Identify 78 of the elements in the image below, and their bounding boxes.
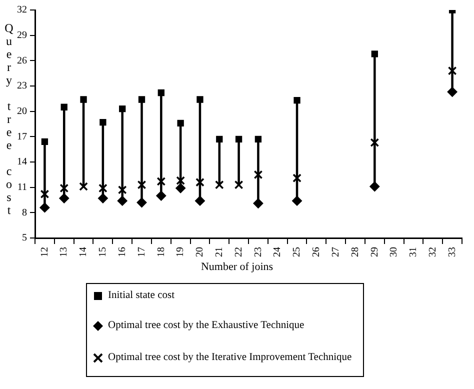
- x-tick-label: 28: [350, 247, 361, 257]
- y-tick-label: 29: [17, 30, 27, 41]
- point: [156, 176, 166, 186]
- x-tick-label: 14: [78, 247, 90, 257]
- y-tick-label: 11: [17, 182, 27, 193]
- y-tick-label: 14: [17, 156, 27, 168]
- x-tick-label: 19: [175, 247, 186, 257]
- point: [118, 185, 127, 194]
- x-tick-label: 32: [428, 247, 439, 257]
- x-tick-label: 31: [408, 247, 420, 257]
- x-tick-label: 25: [292, 247, 303, 257]
- x-tick-label: 30: [388, 247, 400, 257]
- x-tick-label: 26: [311, 247, 322, 257]
- point: [176, 183, 186, 194]
- legend-label: Optimal tree cost by the Exhaustive Technique: [108, 320, 304, 331]
- point: [196, 178, 204, 187]
- x-tick-label: 15: [98, 247, 109, 257]
- x-tick-label: 21: [214, 247, 226, 257]
- point: [60, 184, 69, 193]
- point: [98, 184, 108, 193]
- point: [292, 196, 302, 206]
- point: [292, 174, 302, 182]
- x-axis-title: Number of joins: [200, 261, 274, 273]
- point: [138, 96, 146, 103]
- point: [40, 190, 50, 199]
- point: [176, 176, 186, 186]
- point: [371, 50, 378, 58]
- point: [119, 105, 126, 112]
- point: [370, 181, 380, 192]
- y-tick-label: 20: [17, 106, 27, 117]
- x-tick-label: 27: [330, 247, 342, 257]
- point: [136, 198, 147, 208]
- point: [235, 136, 242, 143]
- point: [117, 196, 128, 206]
- point: [370, 138, 380, 148]
- point: [448, 66, 457, 76]
- point: [254, 136, 262, 143]
- point: [80, 96, 87, 103]
- point: [60, 104, 68, 110]
- point: [216, 136, 223, 143]
- legend-label: Optimal tree cost by the Iterative Improvement Technique: [108, 352, 352, 363]
- x-tick-label: 13: [58, 247, 70, 257]
- point: [254, 170, 263, 180]
- x-tick-label: 23: [252, 247, 264, 257]
- point: [177, 120, 184, 126]
- point: [100, 118, 106, 126]
- point: [196, 96, 204, 103]
- point: [137, 180, 146, 190]
- legend-label: Initial state cost: [108, 290, 174, 301]
- point: [156, 190, 166, 201]
- x-tick-label: 18: [156, 247, 167, 257]
- y-tick-label: 32: [17, 4, 27, 16]
- x-tick-label: 16: [116, 247, 128, 257]
- point: [98, 193, 108, 204]
- y-tick-label: 8: [22, 207, 27, 218]
- x-tick-label: 12: [39, 247, 50, 257]
- point: [40, 202, 50, 213]
- point: [158, 89, 164, 96]
- point: [253, 198, 264, 208]
- x-tick-label: 17: [136, 247, 148, 257]
- x-tick-label: 22: [233, 247, 244, 257]
- point: [59, 193, 70, 204]
- y-tick-label: 26: [17, 55, 27, 66]
- x-tick-label: 29: [369, 247, 380, 257]
- x-tick-label: 33: [446, 247, 458, 257]
- y-tick-label: 5: [22, 232, 27, 244]
- point: [234, 180, 244, 190]
- y-tick-label: 23: [17, 80, 27, 92]
- point: [447, 86, 458, 97]
- y-tick-label: 17: [17, 131, 27, 142]
- point: [214, 180, 224, 190]
- point: [194, 196, 205, 206]
- x-tick-label: 24: [272, 247, 284, 257]
- text: Query tree cost: [4, 21, 14, 217]
- point: [41, 138, 48, 146]
- x-tick-label: 20: [194, 247, 206, 257]
- point: [294, 97, 300, 104]
- point: [79, 182, 88, 191]
